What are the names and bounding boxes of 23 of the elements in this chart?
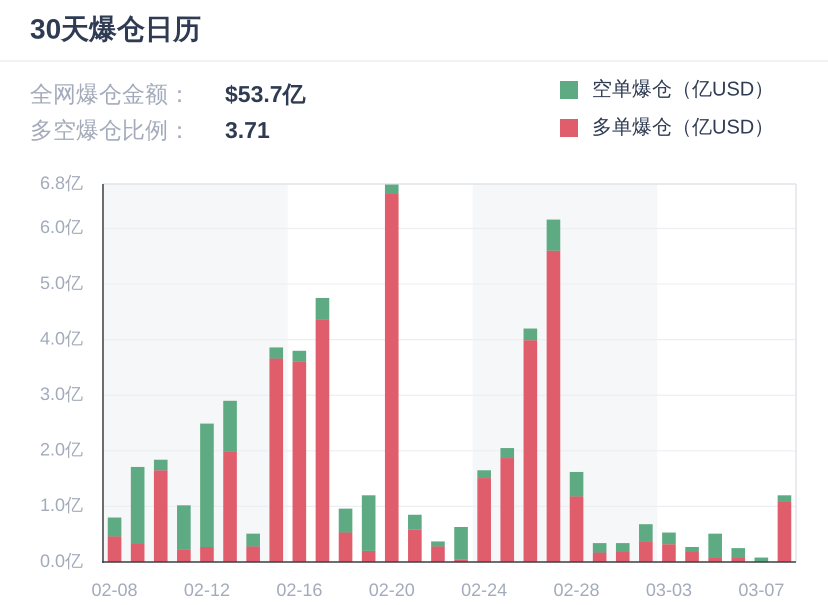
title: 30天爆仓日历 bbox=[30, 13, 202, 44]
x-tick-label: 02-24 bbox=[461, 580, 508, 600]
x-tick-label: 02-20 bbox=[368, 580, 415, 600]
annotation: 全网爆仓金额： bbox=[30, 81, 191, 108]
annotation: 多空爆仓比例： bbox=[30, 117, 191, 144]
x-tick-label: 02-12 bbox=[184, 580, 230, 600]
x-tick-label: 03-03 bbox=[646, 580, 692, 600]
y-tick-label: 1.0亿 bbox=[40, 495, 83, 516]
y-tick-label: 6.8亿 bbox=[40, 172, 83, 193]
annotation: $53.7亿 bbox=[225, 81, 306, 108]
legend-label: 空单爆仓（亿USD） bbox=[592, 78, 774, 100]
y-tick-label: 6.0亿 bbox=[40, 217, 83, 238]
y-tick-label: 2.0亿 bbox=[40, 440, 83, 460]
annotation: 3.71 bbox=[225, 117, 270, 144]
y-tick-label: 3.0亿 bbox=[40, 384, 83, 404]
x-tick-label: 03-07 bbox=[738, 580, 784, 600]
x-tick-label: 02-16 bbox=[276, 580, 322, 600]
legend-label: 多单爆仓（亿USD） bbox=[592, 116, 774, 138]
y-tick-label: 5.0亿 bbox=[40, 272, 83, 293]
y-tick-label: 4.0亿 bbox=[40, 328, 83, 348]
y-tick-label: 0.0亿 bbox=[40, 550, 83, 571]
x-tick-label: 02-08 bbox=[92, 580, 138, 600]
x-tick-label: 02-28 bbox=[554, 580, 600, 600]
